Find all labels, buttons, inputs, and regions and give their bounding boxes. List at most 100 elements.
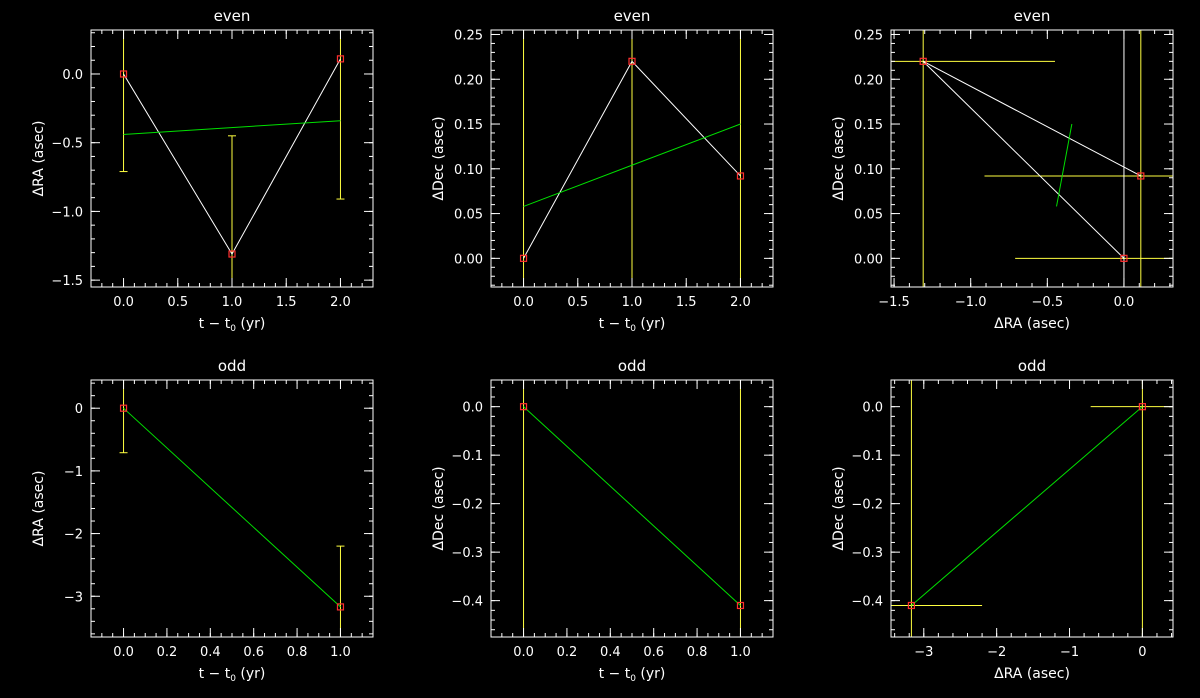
panel-title: odd [218, 357, 246, 375]
track-line [922, 60, 1142, 177]
y-tick-label: 0.0 [462, 401, 483, 416]
x-tick-label: −1.0 [955, 295, 987, 310]
x-tick-label: 0.0 [113, 295, 134, 310]
track-line [1056, 123, 1073, 207]
y-tick-label: −0.2 [851, 498, 883, 513]
y-tick-label: 0.00 [854, 252, 883, 267]
y-axis-label: ΔRA (asec) [31, 471, 47, 547]
y-tick-label: −1.0 [51, 205, 83, 220]
data-point [336, 603, 345, 611]
data-layer [519, 380, 745, 637]
x-tick-label: 0.5 [167, 295, 188, 310]
y-tick-label: −0.1 [851, 449, 883, 464]
x-axis-label: t − t0 (yr) [599, 316, 666, 334]
data-point [628, 57, 636, 65]
x-tick-label: 2.0 [730, 295, 751, 310]
data-point [736, 172, 745, 180]
x-tick-label: 1.5 [276, 295, 297, 310]
data-point [119, 70, 128, 78]
data-layer [519, 30, 745, 287]
y-axis-label: ΔDec (asec) [431, 116, 447, 200]
x-axis-label: t − t0 (yr) [199, 666, 266, 684]
x-tick-label: −2 [987, 645, 1006, 660]
panel-1: 0.0 0.5 1.0 1.5 2.0 −1.5 −1.0 −0.5 0.0 even t − t0… [31, 7, 374, 334]
fit-line [123, 120, 341, 135]
y-tick-label: −0.3 [851, 546, 883, 561]
x-tick-label: 0.6 [643, 645, 664, 660]
y-tick-label: −1.5 [51, 274, 83, 289]
panel-title: even [1014, 7, 1051, 25]
y-tick-label: 0.15 [454, 118, 483, 133]
y-tick-label: 0.20 [454, 73, 483, 88]
fit-line [523, 123, 741, 207]
fit-line [523, 406, 741, 606]
x-tick-label: 2.0 [330, 295, 351, 310]
y-tick-label: −0.5 [51, 137, 83, 152]
y-tick-label: −0.1 [451, 449, 483, 464]
x-tick-label: −1.5 [878, 295, 910, 310]
x-tick-label: 0.0 [113, 645, 134, 660]
x-axis-label: t − t0 (yr) [599, 666, 666, 684]
x-axis-label: ΔRA (asec) [994, 316, 1070, 332]
y-axis-label: ΔRA (asec) [31, 121, 47, 197]
y-tick-label: −3 [64, 590, 83, 605]
x-tick-label: −1 [1060, 645, 1079, 660]
x-tick-label: 0.0 [1114, 295, 1135, 310]
y-tick-label: −1 [64, 465, 83, 480]
y-tick-label: 0.0 [862, 401, 883, 416]
x-tick-label: 0.6 [243, 645, 264, 660]
data-point [519, 403, 528, 411]
y-tick-label: −0.4 [851, 595, 883, 610]
x-tick-label: 0.8 [287, 645, 308, 660]
x-tick-label: 0.5 [567, 295, 588, 310]
x-tick-label: 1.0 [622, 295, 643, 310]
y-tick-label: 0 [75, 402, 83, 417]
y-tick-label: 0.25 [854, 28, 883, 43]
x-tick-label: 1.5 [676, 295, 697, 310]
panel-title: even [614, 7, 651, 25]
data-point [228, 250, 236, 258]
y-tick-label: −0.2 [451, 498, 483, 513]
series-line [123, 58, 341, 256]
x-tick-label: 0.0 [513, 295, 534, 310]
x-tick-label: 0.8 [687, 645, 708, 660]
x-tick-label: 0.4 [200, 645, 221, 660]
x-tick-label: 0.2 [557, 645, 578, 660]
x-tick-label: 1.0 [730, 645, 751, 660]
y-tick-label: −0.4 [451, 595, 483, 610]
data-point [907, 601, 916, 610]
x-tick-label: 0.2 [157, 645, 178, 660]
x-tick-label: 0.0 [513, 645, 534, 660]
data-point [1138, 403, 1146, 411]
data-point [336, 55, 345, 63]
y-axis-label: ΔDec (asec) [431, 466, 447, 550]
y-axis-label: ΔDec (asec) [831, 466, 847, 550]
panel-5: 0.0 0.2 0.4 0.6 0.8 1.0 −0.4 −0.3 −0.2 −0.1 0.0 odd… [431, 357, 774, 684]
data-layer [891, 30, 1173, 287]
x-tick-label: −3 [914, 645, 933, 660]
panel-6: −3 −2 −1 0 −0.4 −0.3 −0.2 −0.1 0.0 odd ΔRA (asec) Δ… [831, 357, 1174, 682]
data-point [519, 254, 528, 262]
data-point [919, 57, 927, 65]
y-axis-label: ΔDec (asec) [831, 116, 847, 200]
y-tick-label: −0.3 [451, 546, 483, 561]
x-axis-label: ΔRA (asec) [994, 666, 1070, 682]
panel-3: −1.5 −1.0 −0.5 0.0 0.00 0.05 0.10 0.15 0.20 0.25 e… [831, 7, 1174, 332]
data-point [736, 601, 745, 610]
data-point [119, 404, 128, 412]
y-tick-label: 0.0 [62, 68, 83, 83]
fit-line [123, 407, 341, 608]
y-tick-label: 0.05 [454, 208, 483, 223]
panel-4: 0.0 0.2 0.4 0.6 0.8 1.0 −3 −2 −1 0 odd t − t0 (yr) Δ… [31, 357, 374, 684]
x-tick-label: 1.0 [330, 645, 351, 660]
y-tick-label: −2 [64, 528, 83, 543]
x-axis-label: t − t0 (yr) [199, 316, 266, 334]
data-layer [891, 380, 1173, 637]
y-tick-label: 0.10 [454, 163, 483, 178]
panel-2: 0.0 0.5 1.0 1.5 2.0 0.00 0.05 0.10 0.15 0.20 0.25 e… [431, 7, 774, 334]
y-tick-label: 0.25 [454, 28, 483, 43]
data-layer [119, 380, 345, 637]
y-tick-label: 0.20 [854, 73, 883, 88]
y-tick-label: 0.05 [854, 208, 883, 223]
